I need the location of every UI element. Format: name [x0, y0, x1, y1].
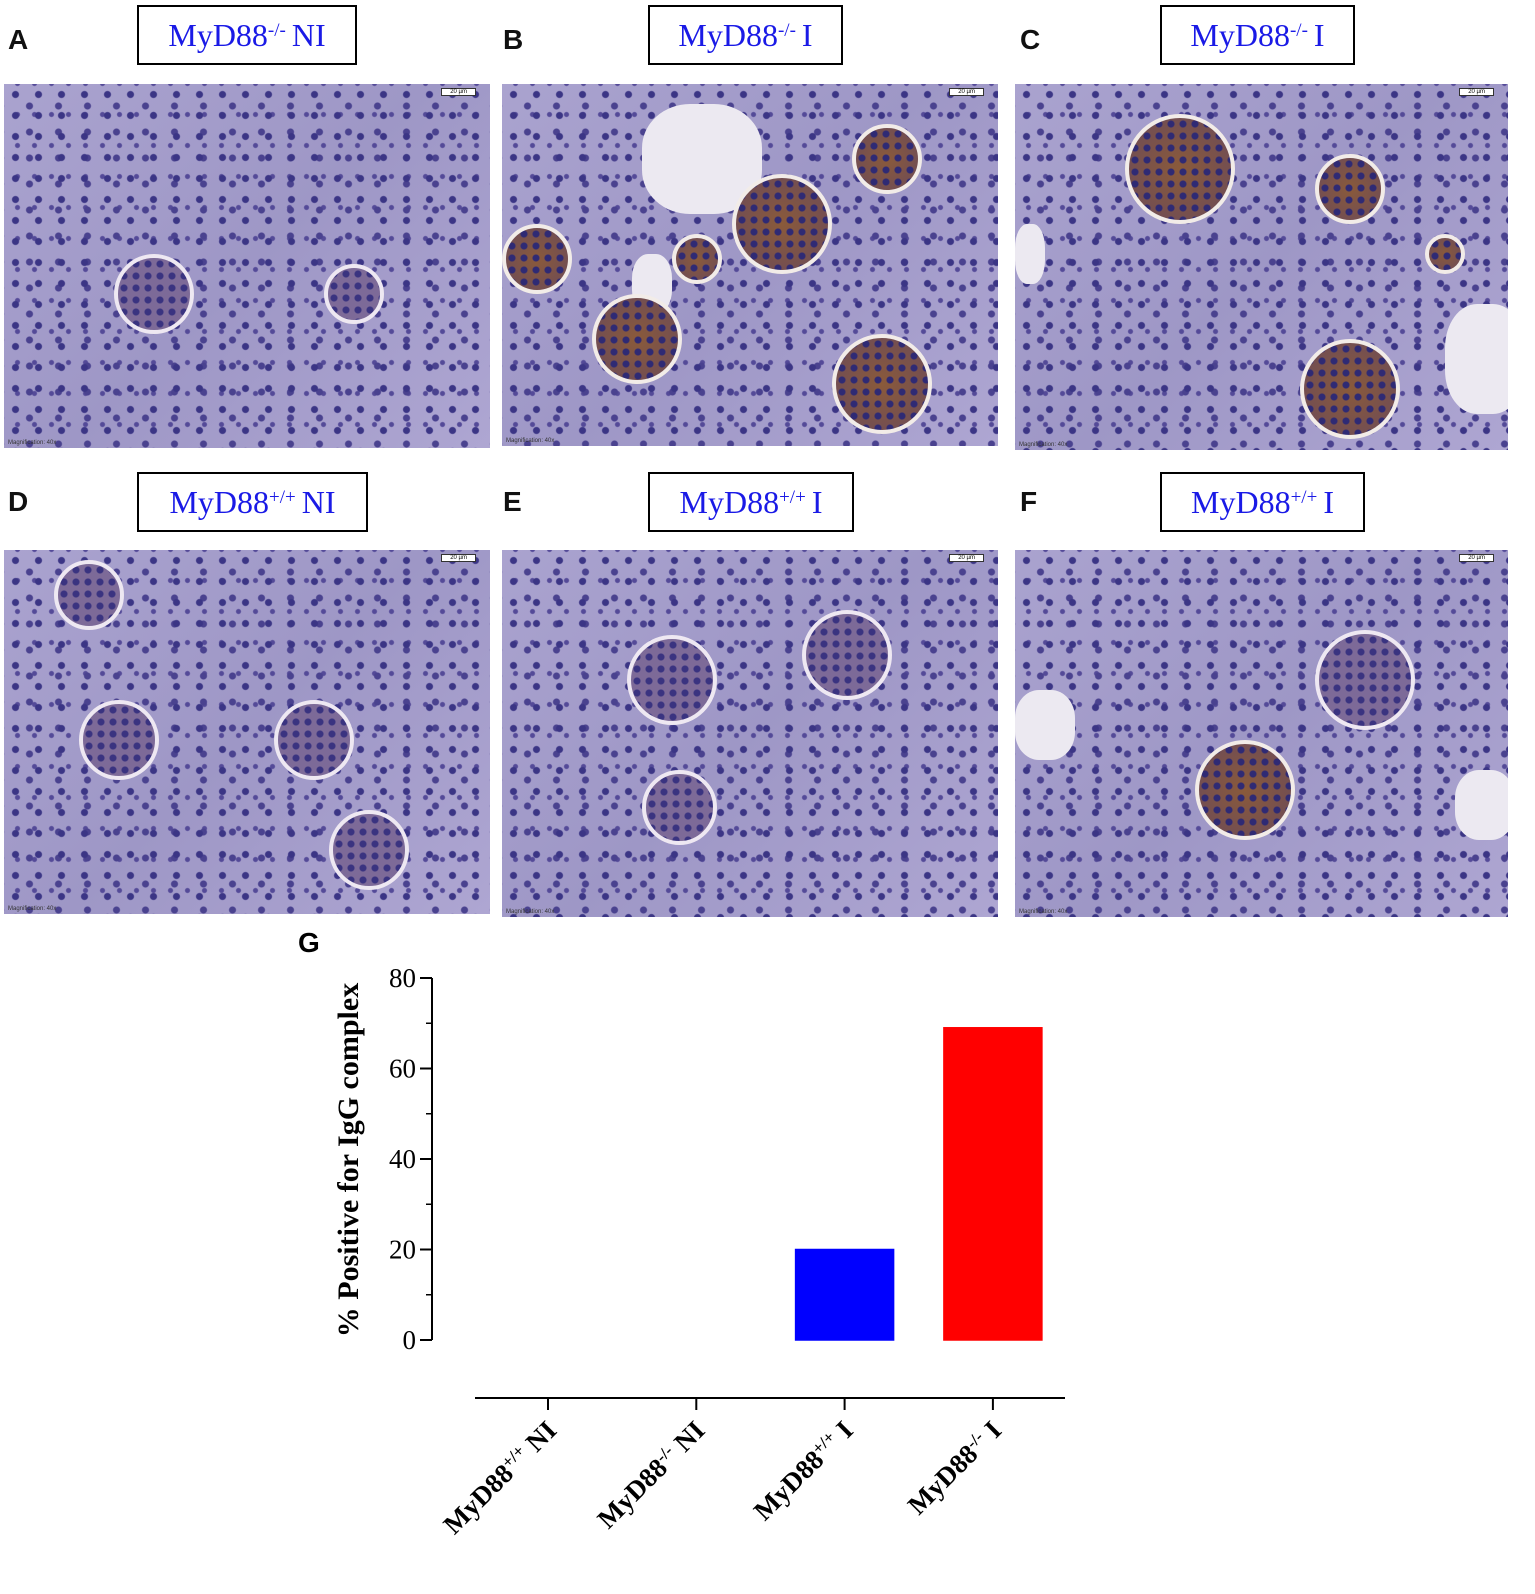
title-base: MyD88 — [1191, 483, 1291, 520]
category-suffix: NI — [520, 1415, 562, 1457]
x-tick-label: MyD88+/+NI — [437, 1415, 562, 1540]
panel-letter: G — [298, 927, 320, 958]
lumen — [1015, 224, 1045, 284]
glomerulus — [852, 124, 922, 194]
title-base: MyD88 — [169, 483, 270, 520]
lumen — [1455, 770, 1508, 840]
x-tick-label: MyD88-/-NI — [591, 1415, 711, 1535]
glomerulus — [732, 174, 832, 274]
x-tick-label: MyD88-/-I — [901, 1415, 1007, 1521]
panel-letter: C — [1020, 24, 1041, 55]
title-suffix: I — [811, 483, 823, 520]
panel-title: MyD88 -/- I — [1160, 5, 1355, 65]
glomerulus — [1300, 339, 1400, 439]
micrograph: 20 µm Magnification: 40x — [1015, 84, 1508, 450]
glomerulus — [1195, 740, 1295, 840]
category-base: MyD88 — [902, 1439, 984, 1521]
glomerulus — [324, 264, 384, 324]
magnification-label: Magnification: 40x — [506, 909, 555, 915]
panel-title: MyD88 +/+ NI — [137, 472, 368, 532]
title-sup: +/+ — [779, 487, 806, 508]
glomerulus — [1315, 630, 1415, 730]
glomerulus — [672, 234, 722, 284]
y-tick-label: 0 — [403, 1325, 417, 1355]
category-suffix: NI — [668, 1415, 710, 1457]
glomerulus — [274, 700, 354, 780]
title-base: MyD88 — [679, 483, 780, 520]
lumen — [1445, 304, 1508, 414]
magnification-label: Magnification: 40x — [1019, 442, 1068, 448]
micrograph: 20 µm Magnification: 40x — [1015, 550, 1508, 917]
title-base: MyD88 — [1190, 16, 1290, 53]
panel-letter: D — [8, 486, 29, 517]
panel-letter: A — [8, 24, 29, 55]
y-tick-label: 60 — [389, 1054, 416, 1084]
y-axis-label: % Positive for IgG complex — [332, 983, 365, 1337]
glomerulus — [502, 224, 572, 294]
glomerulus — [329, 810, 409, 890]
panel-title: MyD88 +/+ I — [648, 472, 854, 532]
micrograph: 20 µm Magnification: 40x — [502, 84, 998, 446]
glomerulus — [1125, 114, 1235, 224]
title-sup: -/- — [267, 20, 286, 41]
glomerulus — [1425, 234, 1465, 274]
x-tick-label: MyD88+/+I — [747, 1415, 858, 1526]
title-suffix: NI — [291, 16, 326, 53]
scale-bar: 20 µm — [949, 554, 984, 562]
y-tick-label: 20 — [389, 1235, 416, 1265]
bar — [794, 1248, 895, 1341]
magnification-label: Magnification: 40x — [1019, 909, 1068, 915]
glomerulus — [114, 254, 194, 334]
scale-bar: 20 µm — [1459, 88, 1494, 96]
category-base: MyD88 — [437, 1458, 519, 1540]
title-suffix: I — [1323, 483, 1334, 520]
glomerulus — [627, 635, 717, 725]
panel-title: MyD88 -/- I — [648, 5, 843, 65]
scale-bar: 20 µm — [1459, 554, 1494, 562]
micrograph: 20 µm Magnification: 40x — [4, 84, 490, 448]
y-tick-label: 80 — [389, 963, 416, 993]
category-base: MyD88 — [591, 1453, 673, 1535]
micrograph: 20 µm Magnification: 40x — [4, 550, 490, 914]
title-base: MyD88 — [678, 16, 778, 53]
magnification-label: Magnification: 40x — [506, 438, 555, 444]
lumen — [1015, 690, 1075, 760]
title-sup: +/+ — [1290, 487, 1318, 508]
glomerulus — [1315, 154, 1385, 224]
title-base: MyD88 — [168, 16, 268, 53]
glomerulus — [642, 770, 717, 845]
bar — [943, 1027, 1043, 1341]
magnification-label: Magnification: 40x — [8, 906, 57, 912]
title-sup: +/+ — [269, 487, 296, 508]
glomerulus — [592, 294, 682, 384]
category-base: MyD88 — [748, 1444, 830, 1526]
panel-title: MyD88 -/- NI — [137, 5, 357, 65]
title-suffix: I — [1313, 16, 1325, 53]
panel-letter: B — [503, 24, 524, 55]
scale-bar: 20 µm — [949, 88, 984, 96]
title-suffix: I — [801, 16, 813, 53]
micrograph: 20 µm Magnification: 40x — [502, 550, 998, 917]
panel-title: MyD88 +/+ I — [1160, 472, 1365, 532]
title-suffix: NI — [301, 483, 336, 520]
panel-letter: E — [503, 486, 522, 517]
title-sup: -/- — [1289, 20, 1308, 41]
panel-letter: F — [1020, 486, 1038, 517]
glomerulus — [832, 334, 932, 434]
glomerulus — [802, 610, 892, 700]
scale-bar: 20 µm — [441, 88, 476, 96]
title-sup: -/- — [777, 20, 796, 41]
glomerulus — [79, 700, 159, 780]
magnification-label: Magnification: 40x — [8, 440, 57, 446]
y-tick-label: 40 — [389, 1144, 416, 1174]
scale-bar: 20 µm — [441, 554, 476, 562]
glomerulus — [54, 560, 124, 630]
